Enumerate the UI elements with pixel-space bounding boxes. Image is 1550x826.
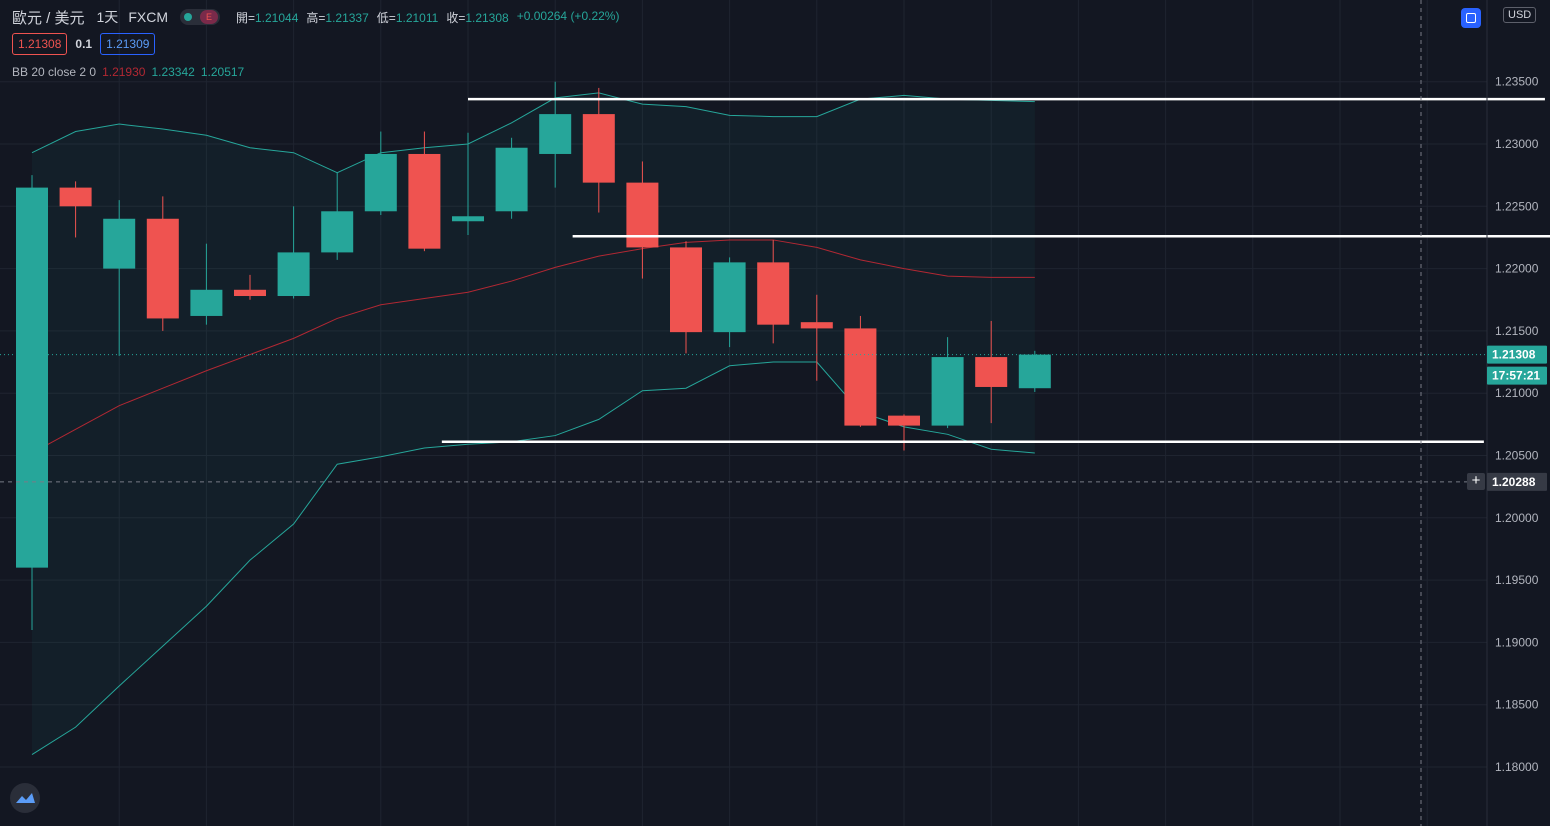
- candle-body-up: [452, 216, 484, 222]
- bollinger-legend[interactable]: BB 20 close 2 0 1.21930 1.23342 1.20517: [12, 65, 244, 79]
- price-tick-label: 1.18500: [1495, 698, 1539, 712]
- high-value: 1.21337: [325, 10, 369, 25]
- last-price-badge: 1.21308: [1492, 348, 1536, 362]
- bb-label: BB 20 close 2 0: [12, 65, 97, 79]
- low-value: 1.21011: [395, 10, 439, 25]
- overlays: [0, 0, 1487, 826]
- price-axis: 1.18000 1.18500 1.19000 1.19500 1.20000 1.205…: [1486, 0, 1547, 826]
- price-tick-label: 1.22000: [1495, 262, 1539, 276]
- spread-value: 0.1: [75, 37, 93, 51]
- candle-body-up: [321, 211, 354, 253]
- candle-body-down: [844, 328, 877, 426]
- sell-button[interactable]: 1.21308: [12, 33, 68, 55]
- candle-body-down: [59, 187, 92, 207]
- ohlc-values: 開=1.21044 高=1.21337 低=1.21011 收=1.21308 …: [236, 9, 619, 26]
- countdown-badge: 17:57:21: [1492, 369, 1540, 383]
- crosshair-price-badge: 1.20288: [1492, 475, 1536, 489]
- price-tick-label: 1.18000: [1495, 760, 1539, 774]
- candle-body-down: [234, 289, 266, 297]
- crosshair-price-badge-bg: [1487, 472, 1547, 491]
- price-tick-label: 1.20500: [1495, 449, 1539, 463]
- bollinger-band-area: [32, 92, 1035, 755]
- bollinger-fill: [32, 92, 1035, 755]
- close-value: 1.21308: [465, 10, 509, 25]
- settings-square-icon[interactable]: [1461, 8, 1481, 28]
- high-label: 高=: [306, 10, 326, 25]
- candle-body-up: [495, 147, 528, 212]
- candle-body-up: [277, 252, 310, 297]
- price-tick-label: 1.19000: [1495, 635, 1539, 649]
- tradingview-logo-icon[interactable]: [10, 783, 40, 813]
- exchange: FXCM: [128, 9, 168, 25]
- countdown-badge-bg: [1487, 366, 1547, 385]
- candle-body-up: [103, 218, 136, 269]
- price-tick-label: 1.19500: [1495, 573, 1539, 587]
- candle-body-down: [582, 114, 615, 183]
- bb-lower-value: 1.20517: [200, 65, 245, 79]
- candle-body-up: [1018, 354, 1051, 389]
- low-label: 低=: [376, 10, 396, 25]
- candle-body-down: [757, 262, 790, 325]
- candle-body-down: [975, 357, 1008, 387]
- open-label: 開=: [235, 10, 255, 25]
- currency-badge[interactable]: USD: [1503, 7, 1537, 23]
- candle-body-down: [146, 218, 179, 319]
- candle-body-up: [539, 114, 572, 154]
- candles: [16, 81, 1051, 630]
- price-tick-label: 1.23500: [1495, 75, 1539, 89]
- market-status-toggle[interactable]: E: [179, 9, 220, 25]
- candle-body-up: [190, 289, 223, 316]
- buy-button[interactable]: 1.21309: [100, 33, 156, 55]
- candle-body-down: [408, 153, 441, 249]
- bollinger-basis-line: [31, 239, 1035, 454]
- close-label: 收=: [446, 10, 466, 25]
- candle-body-down: [670, 247, 702, 333]
- price-tick-label: 1.23000: [1495, 137, 1539, 151]
- price-tick-label: 1.22500: [1495, 199, 1539, 213]
- price-tick-label: 1.21000: [1495, 386, 1539, 400]
- market-status-icon: E: [199, 10, 218, 24]
- candle-body-up: [931, 357, 964, 426]
- horizontal-lines: [441, 97, 1550, 444]
- candle-body-down: [800, 322, 833, 329]
- plus-icon[interactable]: +: [1467, 473, 1485, 490]
- market-open-dot-icon: [183, 13, 192, 21]
- logo-shape: [16, 793, 35, 803]
- candle-body-down: [888, 415, 920, 426]
- chart-header: 歐元 / 美元 1天 FXCM E 開=1.21044 高=1.21337 低=…: [12, 6, 619, 28]
- timeframe[interactable]: 1天: [96, 9, 119, 25]
- price-tick-label: 1.21500: [1495, 324, 1539, 338]
- bb-upper-value: 1.23342: [151, 65, 195, 79]
- bb-basis-value: 1.21930: [102, 65, 146, 79]
- candle-body-up: [364, 153, 397, 212]
- candle-body-up: [713, 262, 746, 333]
- change-value: +0.00264 (+0.22%): [516, 8, 620, 23]
- symbol-name[interactable]: 歐元 / 美元: [12, 9, 85, 27]
- quote-row: 1.21308 0.1 1.21309: [12, 33, 156, 55]
- candle-body-up: [16, 187, 48, 568]
- last-price-badge-bg: [1487, 345, 1547, 364]
- candle-body-down: [626, 182, 659, 248]
- price-tick-label: 1.20000: [1495, 511, 1539, 525]
- open-value: 1.21044: [255, 10, 299, 25]
